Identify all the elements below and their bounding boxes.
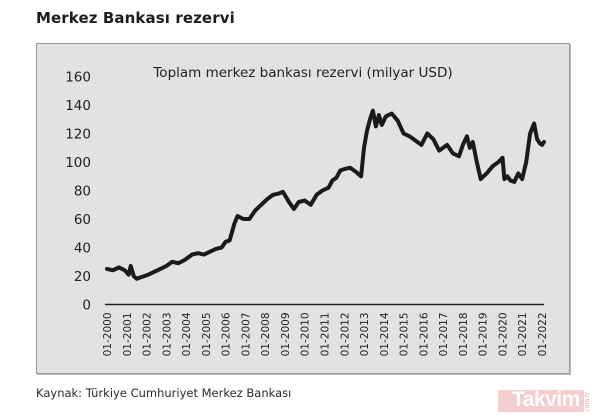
x-tick-label: 01-2012 xyxy=(339,313,351,357)
x-tick-label: 01-2021 xyxy=(517,313,529,357)
x-tick-label: 01-2018 xyxy=(458,313,470,357)
line-chart: Toplam merkez bankası rezervi (milyar US… xyxy=(65,65,549,356)
x-tick-label: 01-2011 xyxy=(320,313,332,357)
y-tick-label: 120 xyxy=(65,127,91,143)
y-tick-label: 140 xyxy=(65,98,91,114)
x-tick-label: 01-2000 xyxy=(102,313,114,357)
logo-background xyxy=(498,390,584,412)
y-tick-label: 80 xyxy=(74,184,91,200)
reserve-line xyxy=(105,108,546,281)
x-tick-label: 01-2008 xyxy=(260,313,272,357)
x-tick-label: 01-2014 xyxy=(379,312,391,356)
x-tick-label: 01-2010 xyxy=(300,313,312,357)
y-tick-label: 60 xyxy=(74,212,91,228)
x-tick-label: 01-2017 xyxy=(438,313,450,357)
x-tick-label: 01-2019 xyxy=(478,313,490,357)
y-axis-ticks: 0 20 40 60 80 100 120 140 160 xyxy=(65,70,91,314)
y-tick-label: 160 xyxy=(65,70,91,86)
y-tick-label: 100 xyxy=(65,155,91,171)
y-tick-label: 0 xyxy=(82,298,91,314)
x-tick-label: 01-2020 xyxy=(497,313,509,357)
x-tick-label: 01-2016 xyxy=(418,312,430,356)
logo-text: Takvim xyxy=(512,388,580,411)
x-tick-label: 01-2007 xyxy=(240,313,252,357)
logo-domain: .com.tr xyxy=(584,392,591,414)
x-tick-label: 01-2006 xyxy=(221,312,233,356)
x-tick-label: 01-2001 xyxy=(122,313,134,357)
takvim-logo[interactable]: Takvim .com.tr xyxy=(498,388,594,414)
chart-panel: Toplam merkez bankası rezervi (milyar US… xyxy=(36,43,570,374)
y-tick-label: 40 xyxy=(74,241,91,257)
page-title: Merkez Bankası rezervi xyxy=(36,9,235,27)
x-tick-label: 01-2022 xyxy=(537,313,549,357)
y-tick-label: 20 xyxy=(74,269,91,285)
x-tick-label: 01-2002 xyxy=(142,313,154,357)
chart-title: Toplam merkez bankası rezervi (milyar US… xyxy=(152,65,452,81)
x-tick-label: 01-2013 xyxy=(359,313,371,357)
x-tick-label: 01-2004 xyxy=(181,312,193,356)
x-tick-label: 01-2009 xyxy=(280,313,292,357)
x-tick-label: 01-2015 xyxy=(399,313,411,357)
x-tick-label: 01-2003 xyxy=(161,313,173,357)
x-tick-label: 01-2005 xyxy=(201,313,213,357)
source-note: Kaynak: Türkiye Cumhuriyet Merkez Bankas… xyxy=(36,386,292,400)
x-axis-ticks: 01-2000 01-2001 01-2002 01-2003 01-2004 01-20… xyxy=(102,312,549,356)
